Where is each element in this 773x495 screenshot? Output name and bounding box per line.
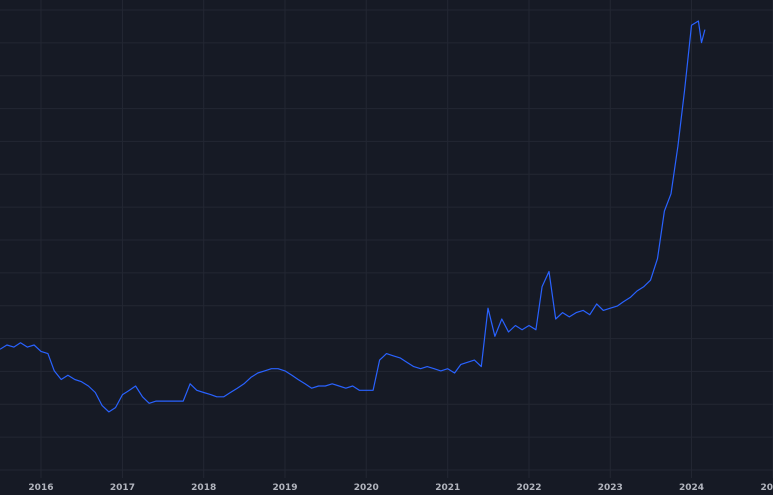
x-tick-label: 2023 — [598, 483, 623, 493]
x-tick-label: 2022 — [516, 483, 541, 493]
x-tick-label: 2018 — [191, 483, 216, 493]
x-tick-label: 2025 — [760, 483, 773, 493]
x-tick-label: 2016 — [28, 483, 53, 493]
series-line — [0, 20, 706, 413]
x-axis: 2016 2017 2018 2019 2020 2021 2022 2023 2024 2025 — [28, 483, 773, 493]
x-tick-label: 2021 — [435, 483, 460, 493]
x-tick-label: 2024 — [679, 483, 704, 493]
grid — [0, 0, 773, 478]
x-tick-label: 2017 — [110, 483, 135, 493]
x-tick-label: 2019 — [272, 483, 297, 493]
series-group — [0, 20, 706, 413]
x-tick-label: 2020 — [354, 483, 379, 493]
